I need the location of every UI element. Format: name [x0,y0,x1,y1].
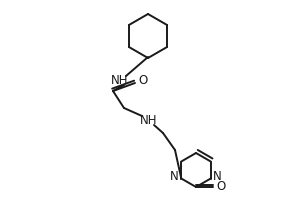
Text: NH: NH [140,114,158,128]
Text: O: O [138,74,148,88]
Text: N: N [213,170,222,183]
Text: NH: NH [111,74,129,88]
Text: N: N [170,170,179,183]
Text: O: O [216,180,226,194]
